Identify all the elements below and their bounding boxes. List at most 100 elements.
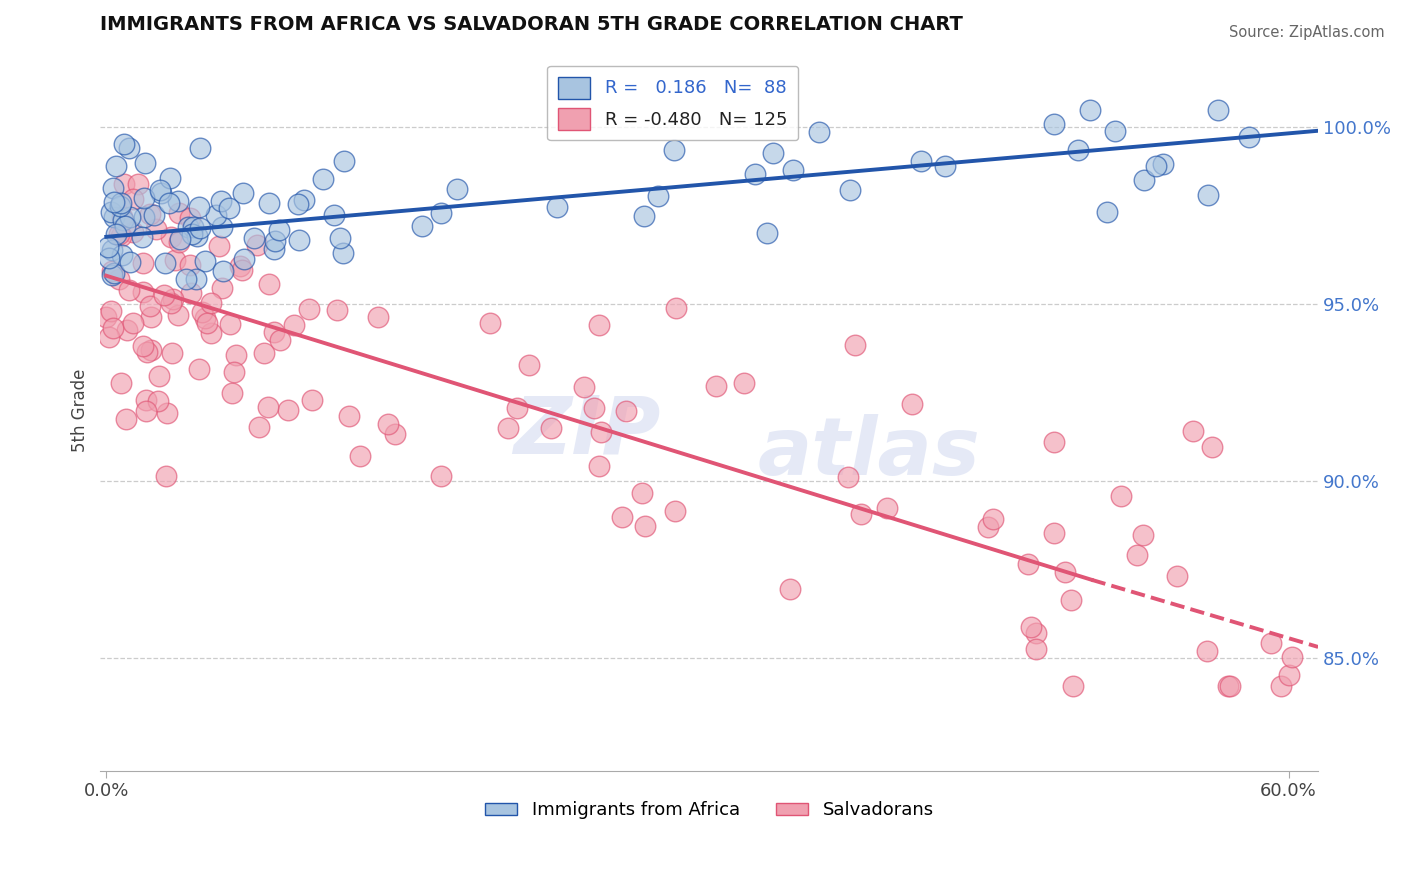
Point [1216, 679, 1239, 693]
Point [221, 386, 243, 401]
Point [132, 256, 155, 270]
Point [108, 199, 131, 213]
Point [148, 369, 170, 384]
Point [782, 162, 804, 177]
Point [156, 406, 179, 420]
Point [153, 287, 176, 301]
Point [664, 143, 686, 157]
Point [1060, 593, 1083, 607]
Point [1152, 157, 1174, 171]
Point [188, 362, 211, 376]
Point [664, 301, 686, 316]
Point [141, 310, 163, 325]
Point [127, 177, 149, 191]
Point [103, 321, 125, 335]
Point [755, 226, 778, 240]
Point [131, 339, 153, 353]
Point [1019, 620, 1042, 634]
Point [104, 227, 127, 241]
Point [844, 338, 866, 352]
Point [118, 141, 141, 155]
Point [981, 512, 1004, 526]
Point [1017, 557, 1039, 571]
Text: Source: ZipAtlas.com: Source: ZipAtlas.com [1229, 25, 1385, 40]
Point [367, 310, 389, 324]
Point [704, 379, 727, 393]
Point [263, 242, 285, 256]
Point [160, 346, 183, 360]
Point [159, 230, 181, 244]
Point [101, 264, 124, 278]
Point [322, 208, 344, 222]
Point [211, 281, 233, 295]
Point [283, 318, 305, 333]
Point [249, 420, 271, 434]
Point [349, 450, 371, 464]
Point [634, 519, 657, 533]
Point [1062, 679, 1084, 693]
Point [301, 393, 323, 408]
Point [572, 380, 595, 394]
Point [647, 189, 669, 203]
Point [1132, 528, 1154, 542]
Point [329, 231, 352, 245]
Point [135, 392, 157, 407]
Point [664, 504, 686, 518]
Point [186, 229, 208, 244]
Point [135, 404, 157, 418]
Point [179, 211, 201, 225]
Point [257, 196, 280, 211]
Legend: Immigrants from Africa, Salvadorans: Immigrants from Africa, Salvadorans [478, 794, 941, 827]
Point [104, 159, 127, 173]
Point [411, 219, 433, 234]
Point [143, 208, 166, 222]
Point [1166, 569, 1188, 583]
Point [269, 333, 291, 347]
Point [190, 141, 212, 155]
Point [149, 183, 172, 197]
Text: atlas: atlas [758, 415, 981, 492]
Point [139, 206, 162, 220]
Point [115, 323, 138, 337]
Point [122, 316, 145, 330]
Point [430, 468, 453, 483]
Point [589, 425, 612, 439]
Point [200, 295, 222, 310]
Point [195, 316, 218, 330]
Point [131, 285, 153, 299]
Point [1053, 566, 1076, 580]
Point [108, 272, 131, 286]
Point [188, 220, 211, 235]
Point [115, 412, 138, 426]
Point [253, 346, 276, 360]
Point [200, 326, 222, 340]
Point [167, 235, 190, 249]
Point [101, 180, 124, 194]
Point [211, 219, 233, 234]
Point [837, 469, 859, 483]
Point [505, 401, 527, 416]
Point [165, 252, 187, 267]
Point [257, 401, 280, 415]
Point [733, 376, 755, 390]
Point [111, 210, 134, 224]
Point [1104, 124, 1126, 138]
Point [744, 168, 766, 182]
Point [292, 193, 315, 207]
Point [976, 520, 998, 534]
Point [145, 222, 167, 236]
Point [1278, 668, 1301, 682]
Point [479, 316, 502, 330]
Point [263, 325, 285, 339]
Point [517, 358, 540, 372]
Point [779, 582, 801, 596]
Point [159, 296, 181, 310]
Point [169, 231, 191, 245]
Point [546, 200, 568, 214]
Point [287, 197, 309, 211]
Point [167, 205, 190, 219]
Point [540, 421, 562, 435]
Point [326, 302, 349, 317]
Point [1237, 129, 1260, 144]
Point [232, 186, 254, 200]
